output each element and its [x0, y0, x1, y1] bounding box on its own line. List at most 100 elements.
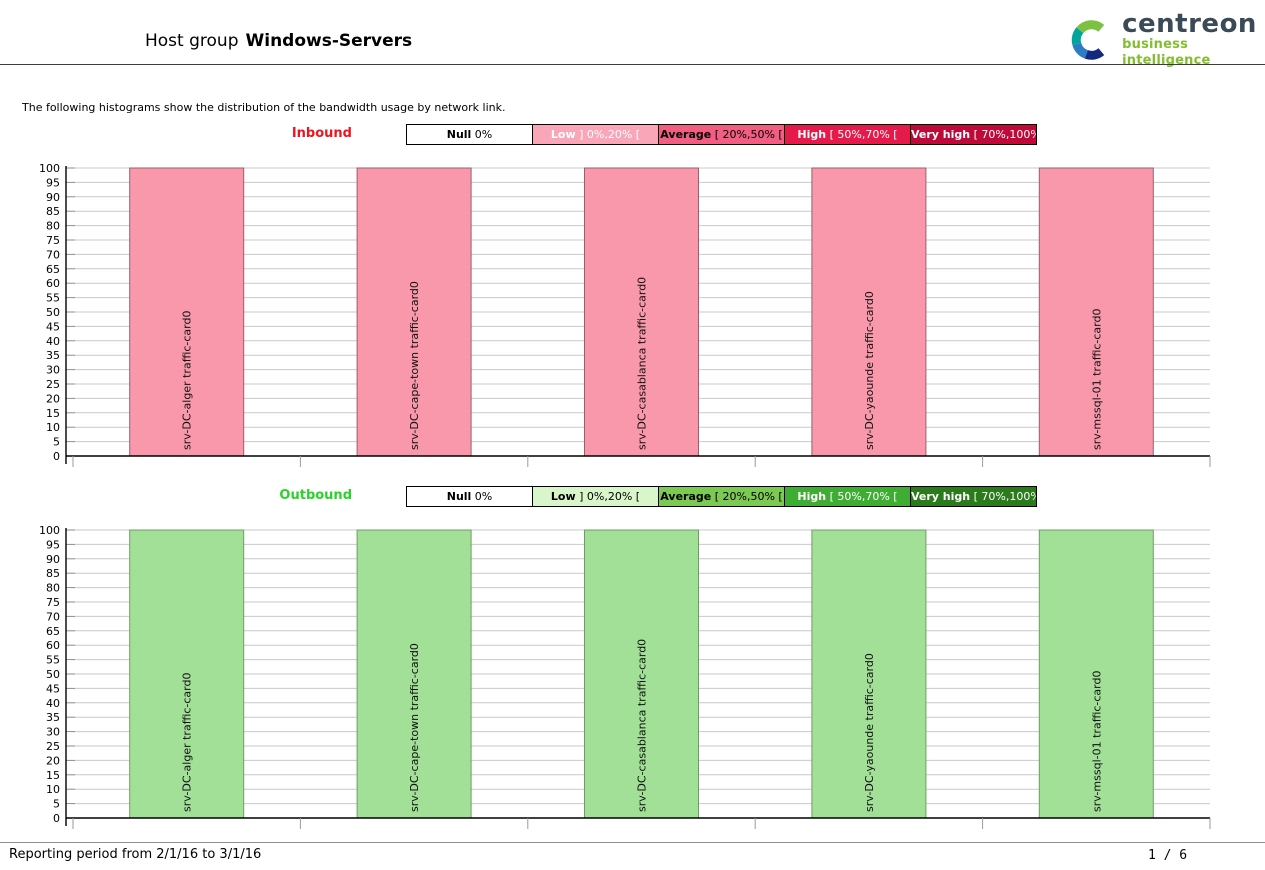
bar-label: srv-DC-casablanca traffic-card0: [636, 277, 649, 450]
histogram-bar: [811, 529, 927, 819]
inbound-direction-label: Inbound: [291, 126, 352, 141]
y-tick-label: 20: [46, 392, 60, 405]
y-tick-label: 10: [46, 783, 60, 796]
legend-range: 0%: [471, 490, 493, 503]
legend-cell-null: Null 0%: [406, 486, 533, 507]
logo-wordmark: centreon: [1122, 9, 1257, 39]
legend-range: [ 50%,70% [: [826, 490, 898, 503]
y-tick-label: 90: [46, 191, 60, 204]
legend-cell-very-high: Very high [ 70%,100% ]: [910, 124, 1037, 145]
y-tick-label: 70: [46, 248, 60, 261]
outbound-direction-label: Outbound: [279, 488, 352, 503]
page-title: Host group Windows-Servers: [145, 31, 412, 51]
centreon-c-icon: [1071, 19, 1105, 60]
y-tick-label: 90: [46, 553, 60, 566]
outbound-legend: Null 0% Low ] 0%,20% [Average [ 20%,50% […: [406, 486, 1037, 507]
legend-label: Low: [550, 128, 576, 141]
y-tick-label: 30: [46, 364, 60, 377]
legend-label: Null: [446, 128, 472, 141]
y-tick-label: 45: [46, 682, 60, 695]
legend-cell-average: Average [ 20%,50% [: [658, 486, 785, 507]
legend-range: [ 20%,50% [: [711, 128, 783, 141]
inbound-legend: Null 0% Low ] 0%,20% [Average [ 20%,50% […: [406, 124, 1037, 145]
legend-cell-low: Low ] 0%,20% [: [532, 124, 659, 145]
legend-cell-high: High [ 50%,70% [: [784, 124, 911, 145]
legend-label: High: [797, 128, 827, 141]
histogram-bar: [356, 167, 472, 457]
inbound-legend-row: Inbound Null 0% Low ] 0%,20% [Average [ 20…: [0, 124, 1265, 146]
outbound-legend-row: Outbound Null 0% Low ] 0%,20% [Average [ 2…: [0, 486, 1265, 508]
bar-label: srv-DC-yaounde traffic-card0: [863, 653, 876, 812]
bar-label: srv-DC-cape-town traffic-card0: [408, 643, 421, 812]
bar-label: srv-DC-casablanca traffic-card0: [636, 639, 649, 812]
y-tick-label: 75: [46, 596, 60, 609]
histogram-bar: [811, 167, 927, 457]
legend-range: [ 70%,100% ]: [973, 490, 1037, 503]
y-tick-label: 35: [46, 711, 60, 724]
title-hostgroup-name: Windows-Servers: [245, 31, 413, 51]
legend-range: [ 20%,50% [: [711, 490, 783, 503]
histogram-bar: [129, 167, 245, 457]
footer-divider: [0, 842, 1265, 843]
legend-label: Very high: [911, 490, 971, 503]
y-tick-label: 95: [46, 538, 60, 551]
y-tick-label: 85: [46, 205, 60, 218]
legend-label: Low: [550, 490, 576, 503]
logo-text-block: centreon business intelligence: [1122, 11, 1265, 68]
histogram-bar: [584, 167, 699, 457]
y-tick-label: 10: [46, 421, 60, 434]
y-tick-label: 30: [46, 726, 60, 739]
y-tick-label: 20: [46, 754, 60, 767]
logo-tagline: business intelligence: [1122, 37, 1211, 68]
legend-cell-low: Low ] 0%,20% [: [532, 486, 659, 507]
bar-label: srv-DC-alger traffic-card0: [181, 673, 194, 812]
y-tick-label: 5: [53, 436, 60, 449]
y-tick-label: 15: [46, 769, 60, 782]
legend-cell-null: Null 0%: [406, 124, 533, 145]
histogram-bar: [1038, 529, 1154, 819]
y-tick-label: 55: [46, 292, 60, 305]
bar-label: srv-DC-cape-town traffic-card0: [408, 281, 421, 450]
bar-label: srv-DC-alger traffic-card0: [181, 311, 194, 450]
y-tick-label: 100: [39, 524, 60, 537]
y-tick-label: 5: [53, 798, 60, 811]
y-tick-label: 80: [46, 220, 60, 233]
y-tick-label: 0: [53, 450, 60, 463]
legend-label: Average: [660, 128, 712, 141]
legend-range: ] 0%,20% [: [575, 128, 641, 141]
histogram-bar: [129, 529, 245, 819]
legend-cell-high: High [ 50%,70% [: [784, 486, 911, 507]
y-tick-label: 40: [46, 697, 60, 710]
y-tick-label: 25: [46, 740, 60, 753]
title-prefix: Host group: [145, 31, 239, 51]
y-tick-label: 50: [46, 306, 60, 319]
y-tick-label: 65: [46, 625, 60, 638]
y-tick-label: 60: [46, 639, 60, 652]
legend-cell-average: Average [ 20%,50% [: [658, 124, 785, 145]
y-tick-label: 0: [53, 812, 60, 825]
legend-range: [ 70%,100% ]: [973, 128, 1037, 141]
histogram-bar: [356, 529, 472, 819]
y-tick-label: 60: [46, 277, 60, 290]
centreon-logo: centreon business intelligence: [1070, 11, 1265, 68]
legend-label: Very high: [911, 128, 971, 141]
bar-label: srv-mssql-01 traffic-card0: [1090, 671, 1103, 812]
legend-label: High: [797, 490, 827, 503]
y-tick-label: 55: [46, 654, 60, 667]
y-tick-label: 75: [46, 234, 60, 247]
y-tick-label: 65: [46, 263, 60, 276]
y-tick-label: 45: [46, 320, 60, 333]
legend-cell-very-high: Very high [ 70%,100% ]: [910, 486, 1037, 507]
y-tick-label: 35: [46, 349, 60, 362]
legend-label: Null: [446, 490, 472, 503]
legend-label: Average: [660, 490, 712, 503]
bar-label: srv-DC-yaounde traffic-card0: [863, 291, 876, 450]
y-tick-label: 85: [46, 567, 60, 580]
y-tick-label: 95: [46, 176, 60, 189]
y-tick-label: 70: [46, 610, 60, 623]
page-number: 1 / 6: [1148, 848, 1188, 863]
y-tick-label: 50: [46, 668, 60, 681]
